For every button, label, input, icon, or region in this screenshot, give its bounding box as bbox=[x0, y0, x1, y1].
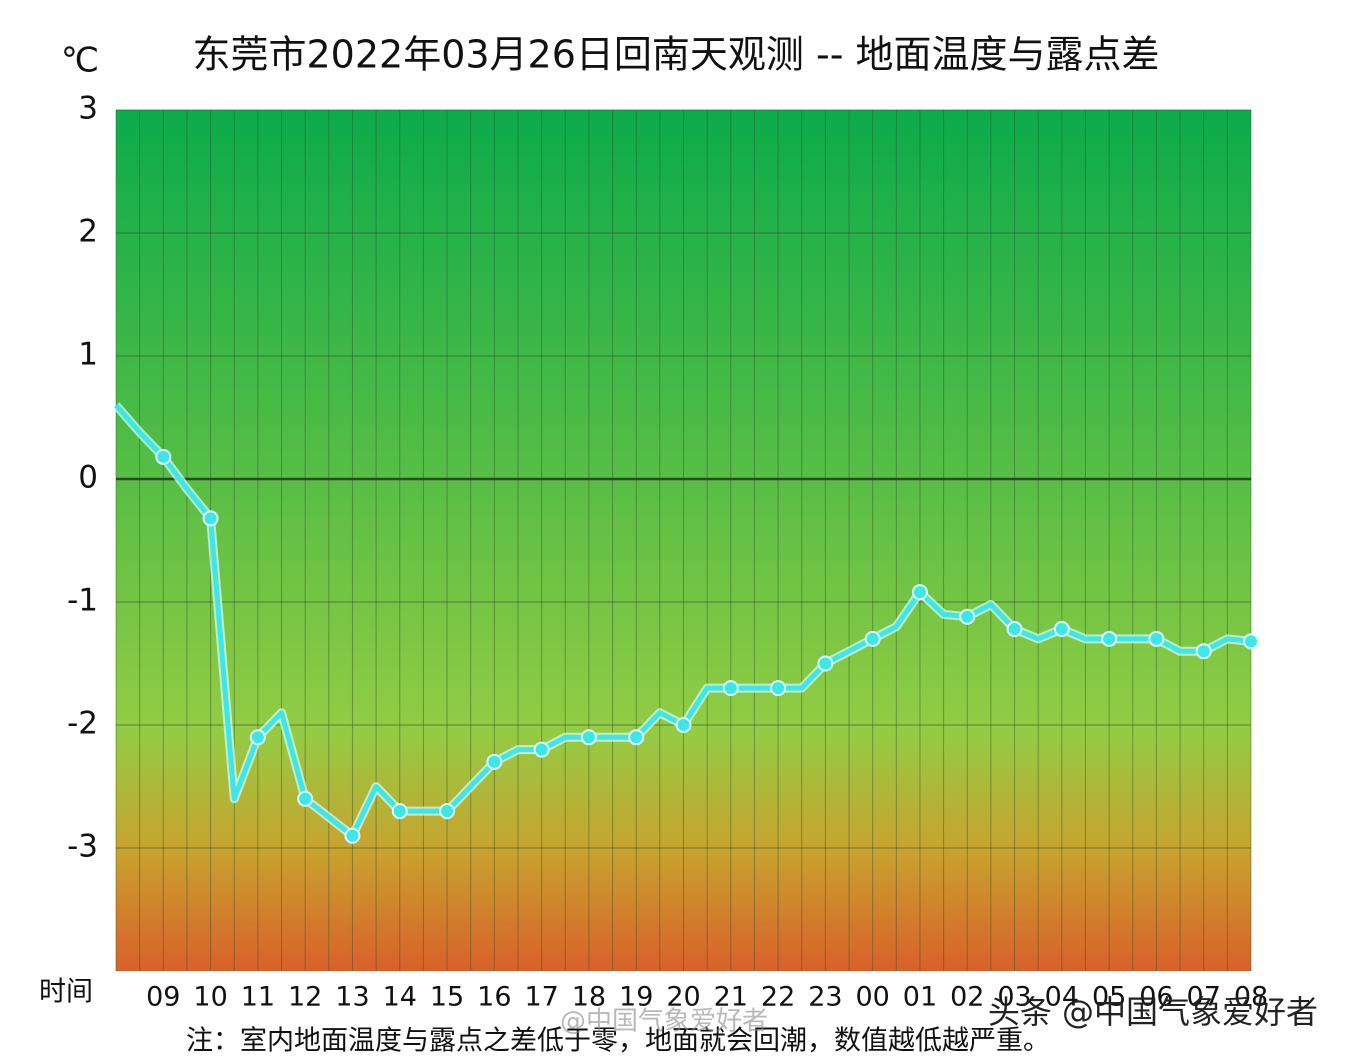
y-tick-label: 2 bbox=[78, 214, 98, 250]
x-tick-label: 22 bbox=[761, 982, 795, 1013]
watermark: 头条 @中国气象爱好者 bbox=[988, 993, 1318, 1031]
y-tick-label: 1 bbox=[78, 337, 98, 373]
y-tick-label: -2 bbox=[67, 706, 98, 742]
point bbox=[391, 803, 408, 820]
x-tick-label: 15 bbox=[430, 982, 464, 1013]
unit-label: ℃ bbox=[61, 41, 99, 81]
chart-title: 东莞市2022年03月26日回南天观测 -- 地面温度与露点差 bbox=[193, 33, 1160, 77]
x-tick-label: 13 bbox=[335, 982, 369, 1013]
point bbox=[344, 827, 361, 844]
point bbox=[202, 510, 219, 527]
x-tick-label: 16 bbox=[477, 982, 511, 1013]
x-tick-label: 02 bbox=[950, 982, 984, 1013]
footnote: 注：室内地面温度与露点之差低于零，地面就会回潮，数值越低越严重。 bbox=[186, 1026, 1050, 1057]
x-tick-label: 12 bbox=[288, 982, 322, 1013]
point bbox=[155, 448, 172, 465]
x-tick-label: 04 bbox=[1045, 982, 1079, 1013]
point bbox=[1243, 633, 1259, 650]
x-tick-label: 10 bbox=[193, 982, 227, 1013]
x-tick-label: 03 bbox=[997, 982, 1031, 1013]
y-tick-label: -1 bbox=[67, 583, 98, 619]
x-tick-label: 09 bbox=[146, 982, 180, 1013]
y-tick-label: 0 bbox=[78, 460, 98, 496]
point bbox=[675, 717, 692, 733]
point bbox=[628, 729, 645, 746]
point bbox=[439, 803, 456, 820]
x-tick-label: 14 bbox=[383, 982, 417, 1013]
point bbox=[1148, 630, 1165, 647]
point bbox=[297, 790, 314, 807]
plot-background bbox=[116, 110, 1251, 971]
point bbox=[249, 729, 266, 746]
y-tick-label: 3 bbox=[78, 91, 98, 127]
x-tick-label: 11 bbox=[241, 982, 275, 1013]
x-tick-label: 01 bbox=[903, 982, 937, 1013]
x-tick-label: 20 bbox=[666, 982, 700, 1013]
watermark: @中国气象爱好者 bbox=[560, 1007, 768, 1037]
x-tick-label: 21 bbox=[714, 982, 748, 1013]
x-tick-label: 00 bbox=[855, 982, 889, 1013]
point bbox=[580, 729, 597, 746]
point bbox=[864, 630, 881, 647]
point bbox=[959, 608, 976, 625]
point bbox=[1053, 621, 1070, 638]
x-tick-label: 08 bbox=[1234, 982, 1268, 1013]
point bbox=[1195, 643, 1212, 660]
point bbox=[722, 680, 739, 697]
point bbox=[817, 655, 834, 672]
x-tick-label: 19 bbox=[619, 982, 653, 1013]
y-tick-label: -3 bbox=[67, 829, 98, 865]
point bbox=[486, 753, 503, 770]
x-tick-label: 18 bbox=[572, 982, 606, 1013]
x-tick-label: 06 bbox=[1139, 982, 1173, 1013]
point bbox=[1101, 630, 1118, 647]
x-tick-label: 17 bbox=[524, 982, 558, 1013]
x-tick-label: 23 bbox=[808, 982, 842, 1013]
point bbox=[1006, 621, 1023, 638]
point bbox=[533, 741, 550, 758]
x-tick-label: 05 bbox=[1092, 982, 1126, 1013]
point bbox=[770, 680, 787, 697]
x-axis-label: 时间 bbox=[39, 977, 93, 1008]
x-tick-label: 07 bbox=[1187, 982, 1221, 1013]
point bbox=[911, 584, 928, 601]
